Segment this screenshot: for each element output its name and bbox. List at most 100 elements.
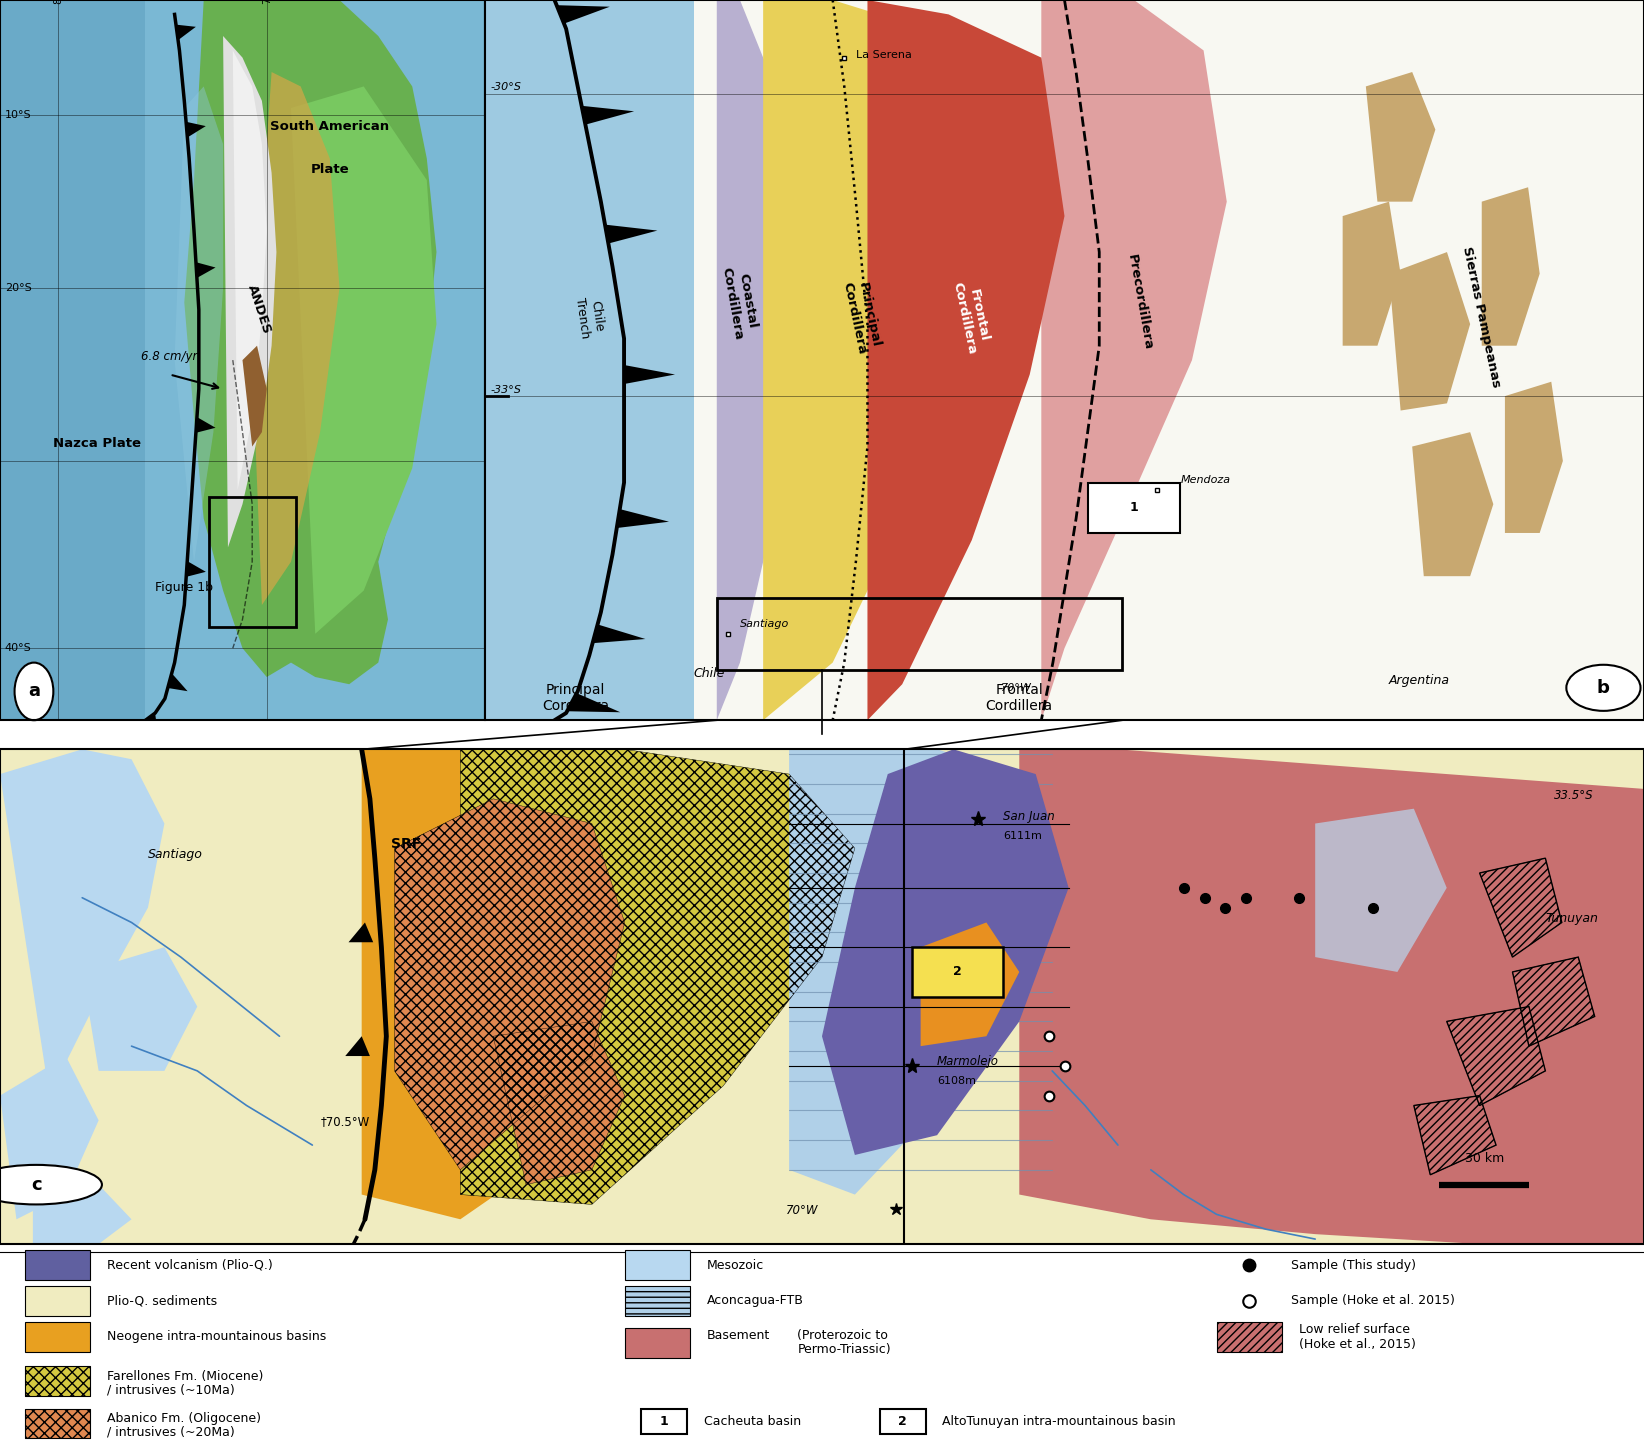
Polygon shape	[460, 749, 855, 1205]
Text: Sample (Hoke et al. 2015): Sample (Hoke et al. 2015)	[1291, 1295, 1455, 1308]
Polygon shape	[1041, 0, 1226, 720]
Polygon shape	[196, 262, 215, 278]
Polygon shape	[243, 346, 266, 447]
Text: Mesozoic: Mesozoic	[707, 1259, 764, 1272]
Text: 80°W: 80°W	[53, 0, 62, 3]
Polygon shape	[33, 1184, 132, 1244]
Polygon shape	[625, 365, 676, 384]
Bar	[625, 1328, 690, 1358]
Text: / intrusives (~20Ma): / intrusives (~20Ma)	[107, 1426, 235, 1439]
Text: Tunuyan: Tunuyan	[1545, 912, 1598, 925]
Circle shape	[15, 662, 53, 720]
Text: Farellones Fm. (Miocene): Farellones Fm. (Miocene)	[107, 1371, 263, 1384]
Bar	[209, 498, 296, 627]
Text: South American: South American	[270, 119, 390, 132]
Text: ANDES: ANDES	[245, 284, 273, 336]
Text: 1: 1	[1129, 502, 1138, 514]
Bar	[25, 1408, 90, 1438]
Text: 1: 1	[659, 1414, 669, 1427]
Text: Neogene intra-mountainous basins: Neogene intra-mountainous basins	[107, 1330, 326, 1343]
Polygon shape	[1315, 809, 1447, 972]
Polygon shape	[1343, 202, 1401, 346]
Polygon shape	[493, 1021, 625, 1184]
Text: 70°W: 70°W	[786, 1205, 819, 1218]
Polygon shape	[0, 0, 485, 720]
Polygon shape	[174, 86, 224, 562]
Polygon shape	[252, 71, 339, 605]
Polygon shape	[868, 0, 1065, 720]
Text: Sample (This study): Sample (This study)	[1291, 1259, 1415, 1272]
Text: Argentina: Argentina	[1389, 674, 1450, 687]
Text: (Hoke et al., 2015): (Hoke et al., 2015)	[1299, 1337, 1415, 1350]
Polygon shape	[592, 624, 646, 643]
Text: †70.5°W: †70.5°W	[321, 1116, 370, 1128]
Text: c: c	[31, 1176, 41, 1193]
Text: La Serena: La Serena	[857, 49, 912, 60]
Polygon shape	[233, 51, 266, 490]
Text: a: a	[28, 682, 39, 700]
Text: 33.5°S: 33.5°S	[1554, 789, 1593, 802]
Polygon shape	[921, 922, 1019, 1046]
Text: Santiago: Santiago	[148, 848, 202, 861]
Text: 10°S: 10°S	[5, 111, 31, 121]
Text: San Juan: San Juan	[1003, 809, 1054, 822]
Text: 2: 2	[898, 1414, 907, 1427]
Polygon shape	[345, 1036, 370, 1056]
Text: (Proterozoic to: (Proterozoic to	[797, 1330, 888, 1343]
Polygon shape	[349, 922, 373, 943]
Text: Basement: Basement	[707, 1330, 769, 1343]
Polygon shape	[616, 509, 669, 528]
Polygon shape	[567, 693, 620, 713]
Text: AltoTunuyan intra-mountainous basin: AltoTunuyan intra-mountainous basin	[942, 1414, 1175, 1427]
Text: 6.8 cm/yr: 6.8 cm/yr	[141, 351, 197, 364]
Text: Chile
Trench: Chile Trench	[572, 294, 607, 339]
Bar	[1217, 1323, 1282, 1352]
Bar	[880, 1408, 926, 1435]
Text: Permo-Triassic): Permo-Triassic)	[797, 1343, 891, 1356]
Polygon shape	[694, 0, 1644, 720]
Text: SRF: SRF	[391, 837, 421, 851]
Text: 2: 2	[954, 966, 962, 978]
Polygon shape	[291, 86, 436, 634]
Text: 6108m: 6108m	[937, 1075, 977, 1085]
Polygon shape	[0, 749, 164, 1096]
Polygon shape	[176, 25, 196, 41]
Bar	[641, 1408, 687, 1435]
Polygon shape	[82, 947, 197, 1071]
Polygon shape	[1414, 1096, 1496, 1174]
Text: 40°S: 40°S	[5, 643, 31, 653]
Polygon shape	[1512, 957, 1595, 1046]
Text: Frontal
Cordillera: Frontal Cordillera	[950, 278, 993, 356]
Polygon shape	[789, 749, 1052, 1195]
Polygon shape	[1019, 749, 1644, 1244]
Polygon shape	[485, 0, 694, 720]
Circle shape	[0, 1165, 102, 1205]
Polygon shape	[186, 562, 206, 576]
Text: Principal
Cordillera: Principal Cordillera	[840, 278, 883, 356]
Polygon shape	[557, 6, 610, 23]
Polygon shape	[362, 749, 756, 1219]
Bar	[25, 1366, 90, 1395]
Text: Sierras Pampeanas: Sierras Pampeanas	[1460, 246, 1503, 388]
Circle shape	[1567, 665, 1641, 711]
Polygon shape	[1412, 432, 1493, 576]
Bar	[25, 1366, 90, 1395]
Text: -30°S: -30°S	[492, 81, 521, 92]
Text: Frontal
Cordillera: Frontal Cordillera	[986, 682, 1052, 713]
Text: Marmolejo: Marmolejo	[937, 1055, 1000, 1068]
Text: Mendoza: Mendoza	[1180, 474, 1230, 485]
Text: Plio-Q. sediments: Plio-Q. sediments	[107, 1295, 217, 1308]
Text: Precordillera: Precordillera	[1124, 253, 1154, 352]
Polygon shape	[196, 418, 215, 432]
Text: -33°S: -33°S	[492, 384, 521, 394]
Text: 30 km: 30 km	[1465, 1152, 1504, 1165]
Text: / intrusives (~10Ma): / intrusives (~10Ma)	[107, 1384, 235, 1397]
Text: Coastal
Cordillera: Coastal Cordillera	[720, 263, 760, 340]
Text: 70°W: 70°W	[1001, 684, 1032, 694]
Text: Figure 1b: Figure 1b	[155, 581, 214, 594]
Polygon shape	[146, 713, 159, 742]
Bar	[25, 1286, 90, 1315]
Polygon shape	[0, 0, 145, 720]
Text: Principal
Cordillera: Principal Cordillera	[543, 682, 608, 713]
Polygon shape	[1481, 188, 1540, 346]
